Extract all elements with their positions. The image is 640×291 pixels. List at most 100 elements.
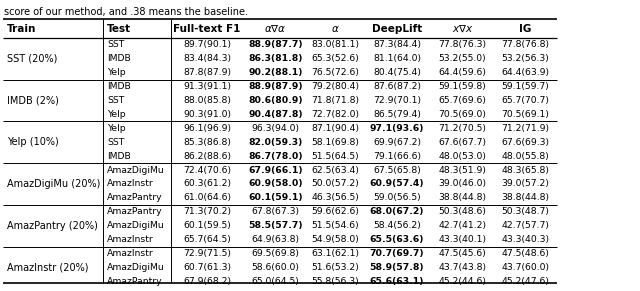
Text: DeepLift: DeepLift [372, 24, 422, 33]
Text: 87.6(87.2): 87.6(87.2) [373, 82, 421, 91]
Text: 67.8(67.3): 67.8(67.3) [252, 207, 300, 216]
Text: 42.7(57.7): 42.7(57.7) [502, 221, 549, 230]
Text: 47.5(45.6): 47.5(45.6) [438, 249, 486, 258]
Text: 64.4(59.6): 64.4(59.6) [438, 68, 486, 77]
Text: 71.8(71.8): 71.8(71.8) [312, 96, 360, 105]
Text: 76.5(72.6): 76.5(72.6) [312, 68, 360, 77]
Text: 60.7(61.3): 60.7(61.3) [183, 263, 231, 272]
Text: AmazInstr (20%): AmazInstr (20%) [7, 262, 88, 272]
Text: 59.0(56.5): 59.0(56.5) [373, 193, 421, 202]
Text: AmazDigiMu (20%): AmazDigiMu (20%) [7, 179, 100, 189]
Text: 64.4(63.9): 64.4(63.9) [502, 68, 550, 77]
Text: score of our method, and .38 means the baseline.: score of our method, and .38 means the b… [4, 7, 248, 17]
Text: 62.5(63.4): 62.5(63.4) [312, 166, 360, 175]
Text: IG: IG [519, 24, 532, 33]
Text: 72.7(82.0): 72.7(82.0) [312, 110, 360, 119]
Text: 87.8(87.9): 87.8(87.9) [183, 68, 231, 77]
Text: 43.7(60.0): 43.7(60.0) [502, 263, 550, 272]
Text: 96.1(96.9): 96.1(96.9) [183, 124, 231, 133]
Text: 85.3(86.8): 85.3(86.8) [183, 138, 231, 147]
Text: 87.3(84.4): 87.3(84.4) [373, 40, 421, 49]
Text: 48.0(53.0): 48.0(53.0) [438, 152, 486, 161]
Text: 88.9(87.7): 88.9(87.7) [248, 40, 303, 49]
Text: 42.7(41.2): 42.7(41.2) [438, 221, 486, 230]
Text: SST: SST [107, 40, 124, 49]
Text: 59.1(59.8): 59.1(59.8) [438, 82, 486, 91]
Text: 38.8(44.8): 38.8(44.8) [438, 193, 486, 202]
Text: 71.2(71.9): 71.2(71.9) [502, 124, 550, 133]
Text: 48.3(51.9): 48.3(51.9) [438, 166, 486, 175]
Text: IMDB: IMDB [107, 152, 131, 161]
Text: AmazInstr: AmazInstr [107, 180, 154, 189]
Text: 58.1(69.8): 58.1(69.8) [312, 138, 360, 147]
Text: 43.3(40.3): 43.3(40.3) [502, 235, 550, 244]
Text: IMDB: IMDB [107, 82, 131, 91]
Text: 58.5(57.7): 58.5(57.7) [248, 221, 303, 230]
Text: 54.9(58.0): 54.9(58.0) [312, 235, 360, 244]
Text: 82.0(59.3): 82.0(59.3) [248, 138, 303, 147]
Text: 88.9(87.9): 88.9(87.9) [248, 82, 303, 91]
Text: IMDB: IMDB [107, 54, 131, 63]
Text: 65.7(64.5): 65.7(64.5) [183, 235, 231, 244]
Text: SST: SST [107, 138, 124, 147]
Text: 48.0(55.8): 48.0(55.8) [502, 152, 549, 161]
Text: 67.6(69.3): 67.6(69.3) [502, 138, 550, 147]
Text: 65.6(63.1): 65.6(63.1) [370, 277, 424, 286]
Text: 80.4(75.4): 80.4(75.4) [373, 68, 421, 77]
Text: Yelp (10%): Yelp (10%) [7, 137, 59, 147]
Text: AmazDigiMu: AmazDigiMu [107, 221, 164, 230]
Text: Full-text F1: Full-text F1 [173, 24, 241, 33]
Text: 70.5(69.0): 70.5(69.0) [438, 110, 486, 119]
Text: 48.3(65.8): 48.3(65.8) [502, 166, 549, 175]
Text: AmazDigiMu: AmazDigiMu [107, 166, 164, 175]
Text: 87.1(90.4): 87.1(90.4) [312, 124, 360, 133]
Text: $\alpha\nabla\alpha$: $\alpha\nabla\alpha$ [264, 23, 287, 34]
Text: 59.1(59.7): 59.1(59.7) [502, 82, 549, 91]
Text: 61.0(64.6): 61.0(64.6) [183, 193, 231, 202]
Text: 69.5(69.8): 69.5(69.8) [252, 249, 300, 258]
Text: 43.7(43.8): 43.7(43.8) [438, 263, 486, 272]
Text: 60.1(59.1): 60.1(59.1) [248, 193, 303, 202]
Text: 46.3(56.5): 46.3(56.5) [312, 193, 360, 202]
Text: 65.7(69.6): 65.7(69.6) [438, 96, 486, 105]
Text: 81.1(64.0): 81.1(64.0) [373, 54, 421, 63]
Text: 51.5(64.5): 51.5(64.5) [312, 152, 359, 161]
Text: 90.3(91.0): 90.3(91.0) [183, 110, 231, 119]
Text: 53.2(55.0): 53.2(55.0) [438, 54, 486, 63]
Text: 65.3(52.6): 65.3(52.6) [312, 54, 360, 63]
Text: SST (20%): SST (20%) [7, 54, 58, 64]
Text: 39.0(46.0): 39.0(46.0) [438, 180, 486, 189]
Text: $x\nabla x$: $x\nabla x$ [452, 23, 474, 34]
Text: 67.9(66.1): 67.9(66.1) [248, 166, 303, 175]
Text: 77.8(76.8): 77.8(76.8) [502, 40, 550, 49]
Text: $\alpha$: $\alpha$ [331, 24, 340, 33]
Text: 45.2(47.6): 45.2(47.6) [502, 277, 549, 286]
Text: 88.0(85.8): 88.0(85.8) [183, 96, 231, 105]
Text: 58.9(57.8): 58.9(57.8) [370, 263, 424, 272]
Text: 60.3(61.2): 60.3(61.2) [183, 180, 231, 189]
Text: 86.7(78.0): 86.7(78.0) [248, 152, 303, 161]
Text: 86.2(88.6): 86.2(88.6) [183, 152, 231, 161]
Text: 60.1(59.5): 60.1(59.5) [183, 221, 231, 230]
Text: 72.9(70.1): 72.9(70.1) [373, 96, 421, 105]
Text: 65.0(64.5): 65.0(64.5) [252, 277, 300, 286]
Text: 65.5(63.6): 65.5(63.6) [370, 235, 424, 244]
Text: 63.1(62.1): 63.1(62.1) [312, 249, 360, 258]
Text: 72.4(70.6): 72.4(70.6) [183, 166, 231, 175]
Text: 69.9(67.2): 69.9(67.2) [373, 138, 421, 147]
Text: 60.9(58.0): 60.9(58.0) [248, 180, 303, 189]
Text: 39.0(57.2): 39.0(57.2) [502, 180, 549, 189]
Text: 50.3(48.6): 50.3(48.6) [438, 207, 486, 216]
Text: 70.7(69.7): 70.7(69.7) [370, 249, 424, 258]
Text: 70.5(69.1): 70.5(69.1) [502, 110, 549, 119]
Text: AmazInstr: AmazInstr [107, 235, 154, 244]
Text: 65.7(70.7): 65.7(70.7) [502, 96, 549, 105]
Text: 51.6(53.2): 51.6(53.2) [312, 263, 360, 272]
Text: 89.7(90.1): 89.7(90.1) [183, 40, 231, 49]
Text: AmazPantry: AmazPantry [107, 207, 163, 216]
Text: 47.5(48.6): 47.5(48.6) [502, 249, 549, 258]
Text: 50.3(48.7): 50.3(48.7) [502, 207, 549, 216]
Text: AmazDigiMu: AmazDigiMu [107, 263, 164, 272]
Text: 67.9(68.2): 67.9(68.2) [183, 277, 231, 286]
Text: 43.3(40.1): 43.3(40.1) [438, 235, 486, 244]
